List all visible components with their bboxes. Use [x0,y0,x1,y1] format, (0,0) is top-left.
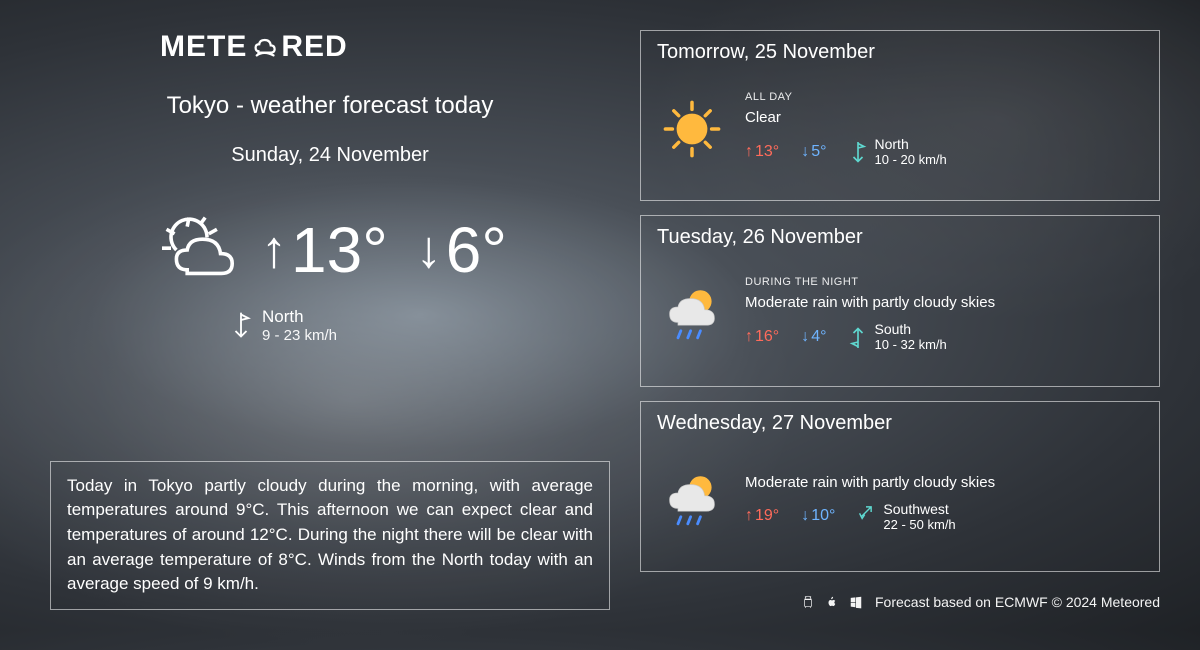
rain-cloud-icon [657,279,727,349]
wind-north-icon [849,139,867,165]
forecast-wind-dir: South [875,321,912,337]
today-wind-dir: North [262,307,337,327]
forecast-card[interactable]: Tuesday, 26 November DURING THE NIGHT Mo… [640,215,1160,386]
forecast-title: Wednesday, 27 November [657,412,1143,435]
today-wind-speed: 9 - 23 km/h [262,327,337,344]
apple-icon[interactable] [825,595,839,609]
today-low-temp: ↓6° [416,213,507,287]
forecast-high: ↑16° [745,328,779,346]
clear-sun-icon [657,94,727,164]
forecast-high: ↑19° [745,507,779,525]
today-high-temp: ↑13° [261,213,388,287]
forecast-period: DURING THE NIGHT [745,276,1143,288]
forecast-low: ↓4° [801,328,826,346]
forecast-wind-dir: Southwest [883,501,948,517]
forecast-card[interactable]: Wednesday, 27 November Moderate rain wit… [640,401,1160,572]
today-description: Today in Tokyo partly cloudy during the … [50,461,610,610]
footer-text: Forecast based on ECMWF © 2024 Meteored [875,594,1160,610]
forecast-low: ↓10° [801,507,835,525]
today-wind: North 9 - 23 km/h [230,307,610,344]
forecast-wind-speed: 22 - 50 km/h [883,517,955,532]
forecast-low: ↓5° [801,143,826,161]
forecast-high: ↑13° [745,143,779,161]
forecast-wind-speed: 10 - 32 km/h [875,337,947,352]
partly-cloudy-icon [153,205,243,295]
wind-southwest-icon [857,503,875,529]
forecast-wind: South 10 - 32 km/h [849,321,947,352]
forecast-title: Tomorrow, 25 November [657,41,1143,64]
brand-logo: METE RED [160,30,610,64]
today-date: Sunday, 24 November [50,144,610,167]
forecast-wind-speed: 10 - 20 km/h [875,152,947,167]
rain-cloud-icon [657,465,727,535]
forecast-condition: Moderate rain with partly cloudy skies [745,474,1143,491]
forecast-wind: Southwest 22 - 50 km/h [857,501,955,532]
forecast-period: ALL DAY [745,91,1143,103]
forecast-title: Tuesday, 26 November [657,226,1143,249]
page-title: Tokyo - weather forecast today [50,92,610,120]
wind-north-icon [230,309,252,343]
forecast-condition: Moderate rain with partly cloudy skies [745,294,1143,311]
forecast-card[interactable]: Tomorrow, 25 November ALL DAY Clear ↑13° [640,30,1160,201]
current-weather: ↑13° ↓6° [50,205,610,295]
forecast-wind-dir: North [875,136,909,152]
windows-icon[interactable] [849,595,863,609]
brand-suffix: RED [281,30,347,64]
brand-prefix: METE [160,30,247,64]
android-icon[interactable] [801,595,815,609]
footer: Forecast based on ECMWF © 2024 Meteored [640,594,1160,610]
forecast-wind: North 10 - 20 km/h [849,136,947,167]
wind-south-icon [849,324,867,350]
forecast-condition: Clear [745,109,1143,126]
logo-cloud-icon [250,33,278,61]
